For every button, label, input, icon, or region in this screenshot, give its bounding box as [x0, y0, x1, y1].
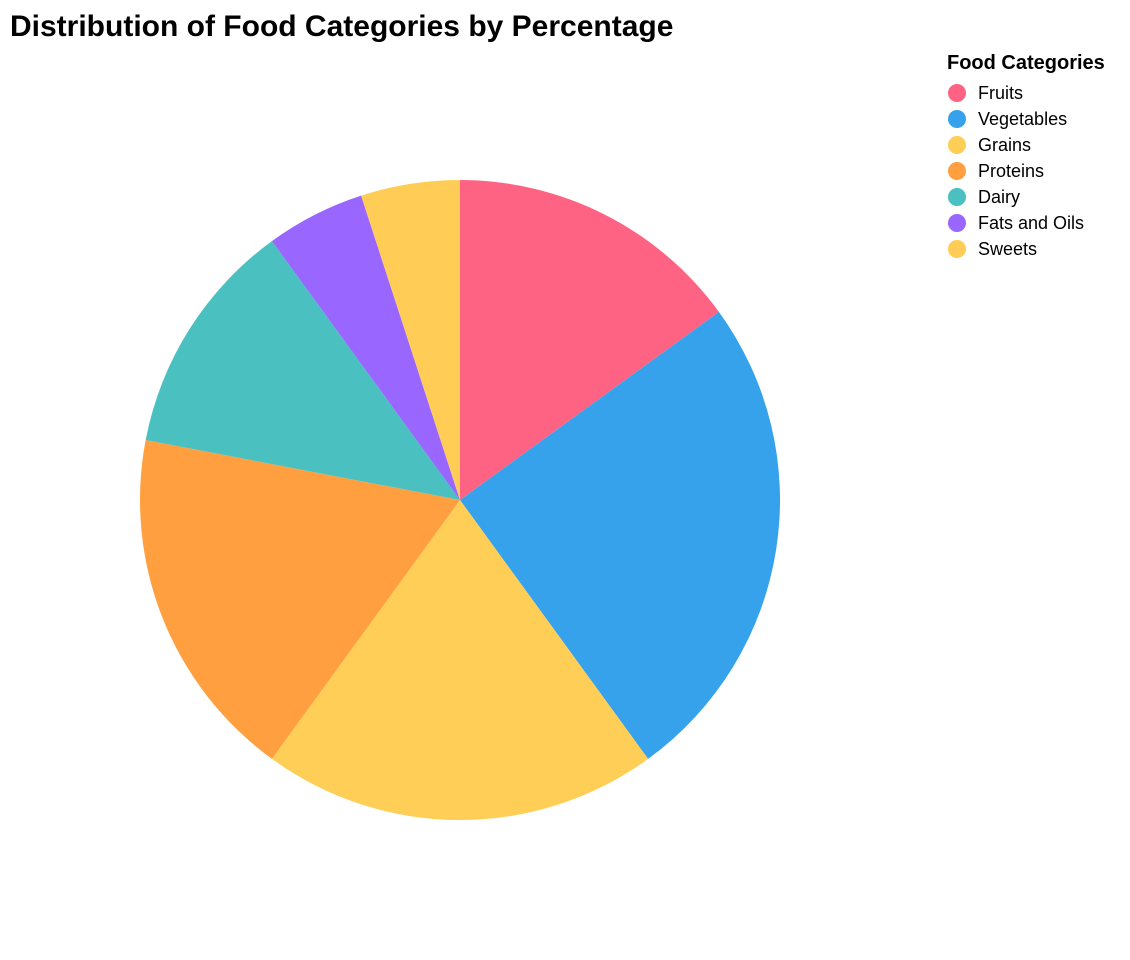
legend-item: Fruits — [948, 83, 1023, 103]
pie-slice-grains[interactable] — [271, 500, 649, 821]
legend-swatch — [948, 214, 966, 232]
pie-slice-fats-and-oils[interactable] — [271, 195, 460, 500]
legend-label: Dairy — [978, 187, 1020, 207]
chart-title: Distribution of Food Categories by Perce… — [10, 10, 673, 43]
legend-item: Fats and Oils — [948, 213, 1084, 233]
legend-item: Dairy — [948, 187, 1020, 207]
legend-swatch — [948, 240, 966, 258]
legend-swatch — [948, 110, 966, 128]
pie-slice-proteins[interactable] — [140, 440, 460, 759]
legend-label: Vegetables — [978, 109, 1067, 129]
pie-slice-fruits[interactable] — [460, 180, 719, 500]
legend-label: Grains — [978, 135, 1031, 155]
legend-item: Sweets — [948, 239, 1037, 259]
legend-items: Fruits Vegetables Grains Proteins Dairy Fats … — [948, 83, 1084, 259]
legend-swatch — [948, 84, 966, 102]
legend-item: Proteins — [948, 161, 1044, 181]
legend-swatch — [948, 162, 966, 180]
legend: Food Categories Fruits Vegetables Grains Pr… — [947, 52, 1105, 259]
pie-slices — [140, 180, 781, 821]
legend-label: Sweets — [978, 239, 1037, 259]
legend-swatch — [948, 136, 966, 154]
legend-label: Fats and Oils — [978, 213, 1084, 233]
legend-label: Fruits — [978, 83, 1023, 103]
pie-slice-dairy[interactable] — [145, 241, 461, 501]
legend-item: Vegetables — [948, 109, 1067, 129]
legend-swatch — [948, 188, 966, 206]
legend-title: Food Categories — [947, 52, 1105, 74]
pie-slice-vegetables[interactable] — [460, 311, 781, 759]
pie-slice-sweets[interactable] — [361, 180, 460, 500]
legend-item: Grains — [948, 135, 1031, 155]
legend-label: Proteins — [978, 161, 1044, 181]
